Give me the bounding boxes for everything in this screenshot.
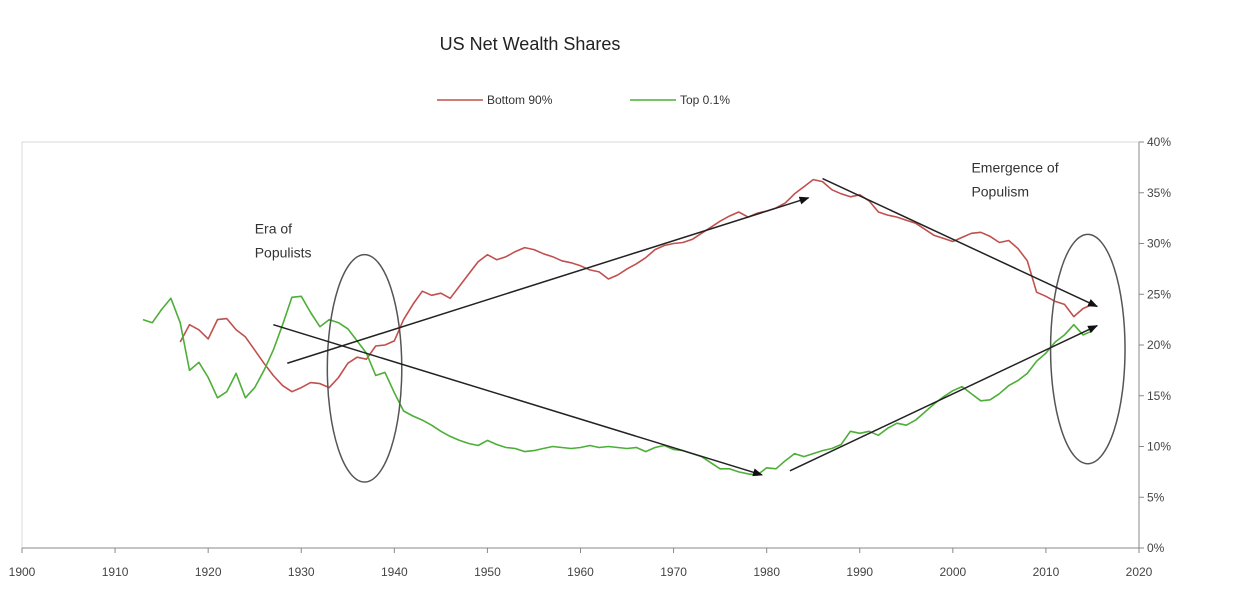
y-tick-label: 0% (1147, 541, 1165, 555)
arrow-bottom90-rise (287, 196, 810, 364)
x-tick-label: 1910 (102, 565, 129, 579)
y-tick-label: 15% (1147, 389, 1171, 403)
arrow-top01-rise (789, 325, 1099, 472)
x-tick-label: 1940 (381, 565, 408, 579)
x-tick-label: 1950 (474, 565, 501, 579)
y-tick-label: 20% (1147, 338, 1171, 352)
era-of-populists: Era of Populists (255, 220, 312, 260)
arrow-bottom90-fall (822, 177, 1099, 308)
y-tick-label: 40% (1147, 135, 1171, 149)
legend-label-bottom-90: Bottom 90% (487, 93, 553, 107)
series-layer (142, 178, 1093, 476)
emergence-of-populism: Emergence of Populism (971, 159, 1058, 199)
x-tick-label: 1990 (846, 565, 873, 579)
ellipse-2010s (1049, 233, 1126, 465)
y-axis-ticks: 0% 5% 10% 15% 20% 25% 30% 35% 40% (1139, 135, 1171, 555)
x-tick-label: 2010 (1033, 565, 1060, 579)
y-tick-label: 5% (1147, 490, 1165, 504)
y-tick-label: 25% (1147, 287, 1171, 301)
series-line-top-01 (142, 295, 1093, 476)
x-tick-label: 1900 (9, 565, 36, 579)
x-tick-label: 1980 (753, 565, 780, 579)
x-tick-label: 1970 (660, 565, 687, 579)
x-tick-label: 1960 (567, 565, 594, 579)
legend-label-top-01: Top 0.1% (680, 93, 730, 107)
x-tick-label: 1920 (195, 565, 222, 579)
plot-area (21, 141, 1140, 549)
x-axis-ticks: 1900 1910 1920 1930 1940 1950 1960 1970 1980 1990… (9, 548, 1153, 579)
y-tick-label: 35% (1147, 186, 1171, 200)
ellipse-1930s (326, 253, 403, 483)
legend: Bottom 90% Top 0.1% (437, 93, 730, 107)
arrow-top01-fall (273, 323, 763, 477)
annotation-layer: Era of Populists Emergence of Populism (255, 159, 1059, 260)
y-tick-label: 30% (1147, 237, 1171, 251)
x-tick-label: 1930 (288, 565, 315, 579)
arrow-layer (273, 177, 1099, 477)
series-line-bottom-90 (179, 178, 1093, 393)
ellipse-layer (326, 233, 1126, 483)
chart-title: US Net Wealth Shares (440, 34, 621, 54)
y-tick-label: 10% (1147, 440, 1171, 454)
x-tick-label: 2000 (939, 565, 966, 579)
x-tick-label: 2020 (1126, 565, 1153, 579)
